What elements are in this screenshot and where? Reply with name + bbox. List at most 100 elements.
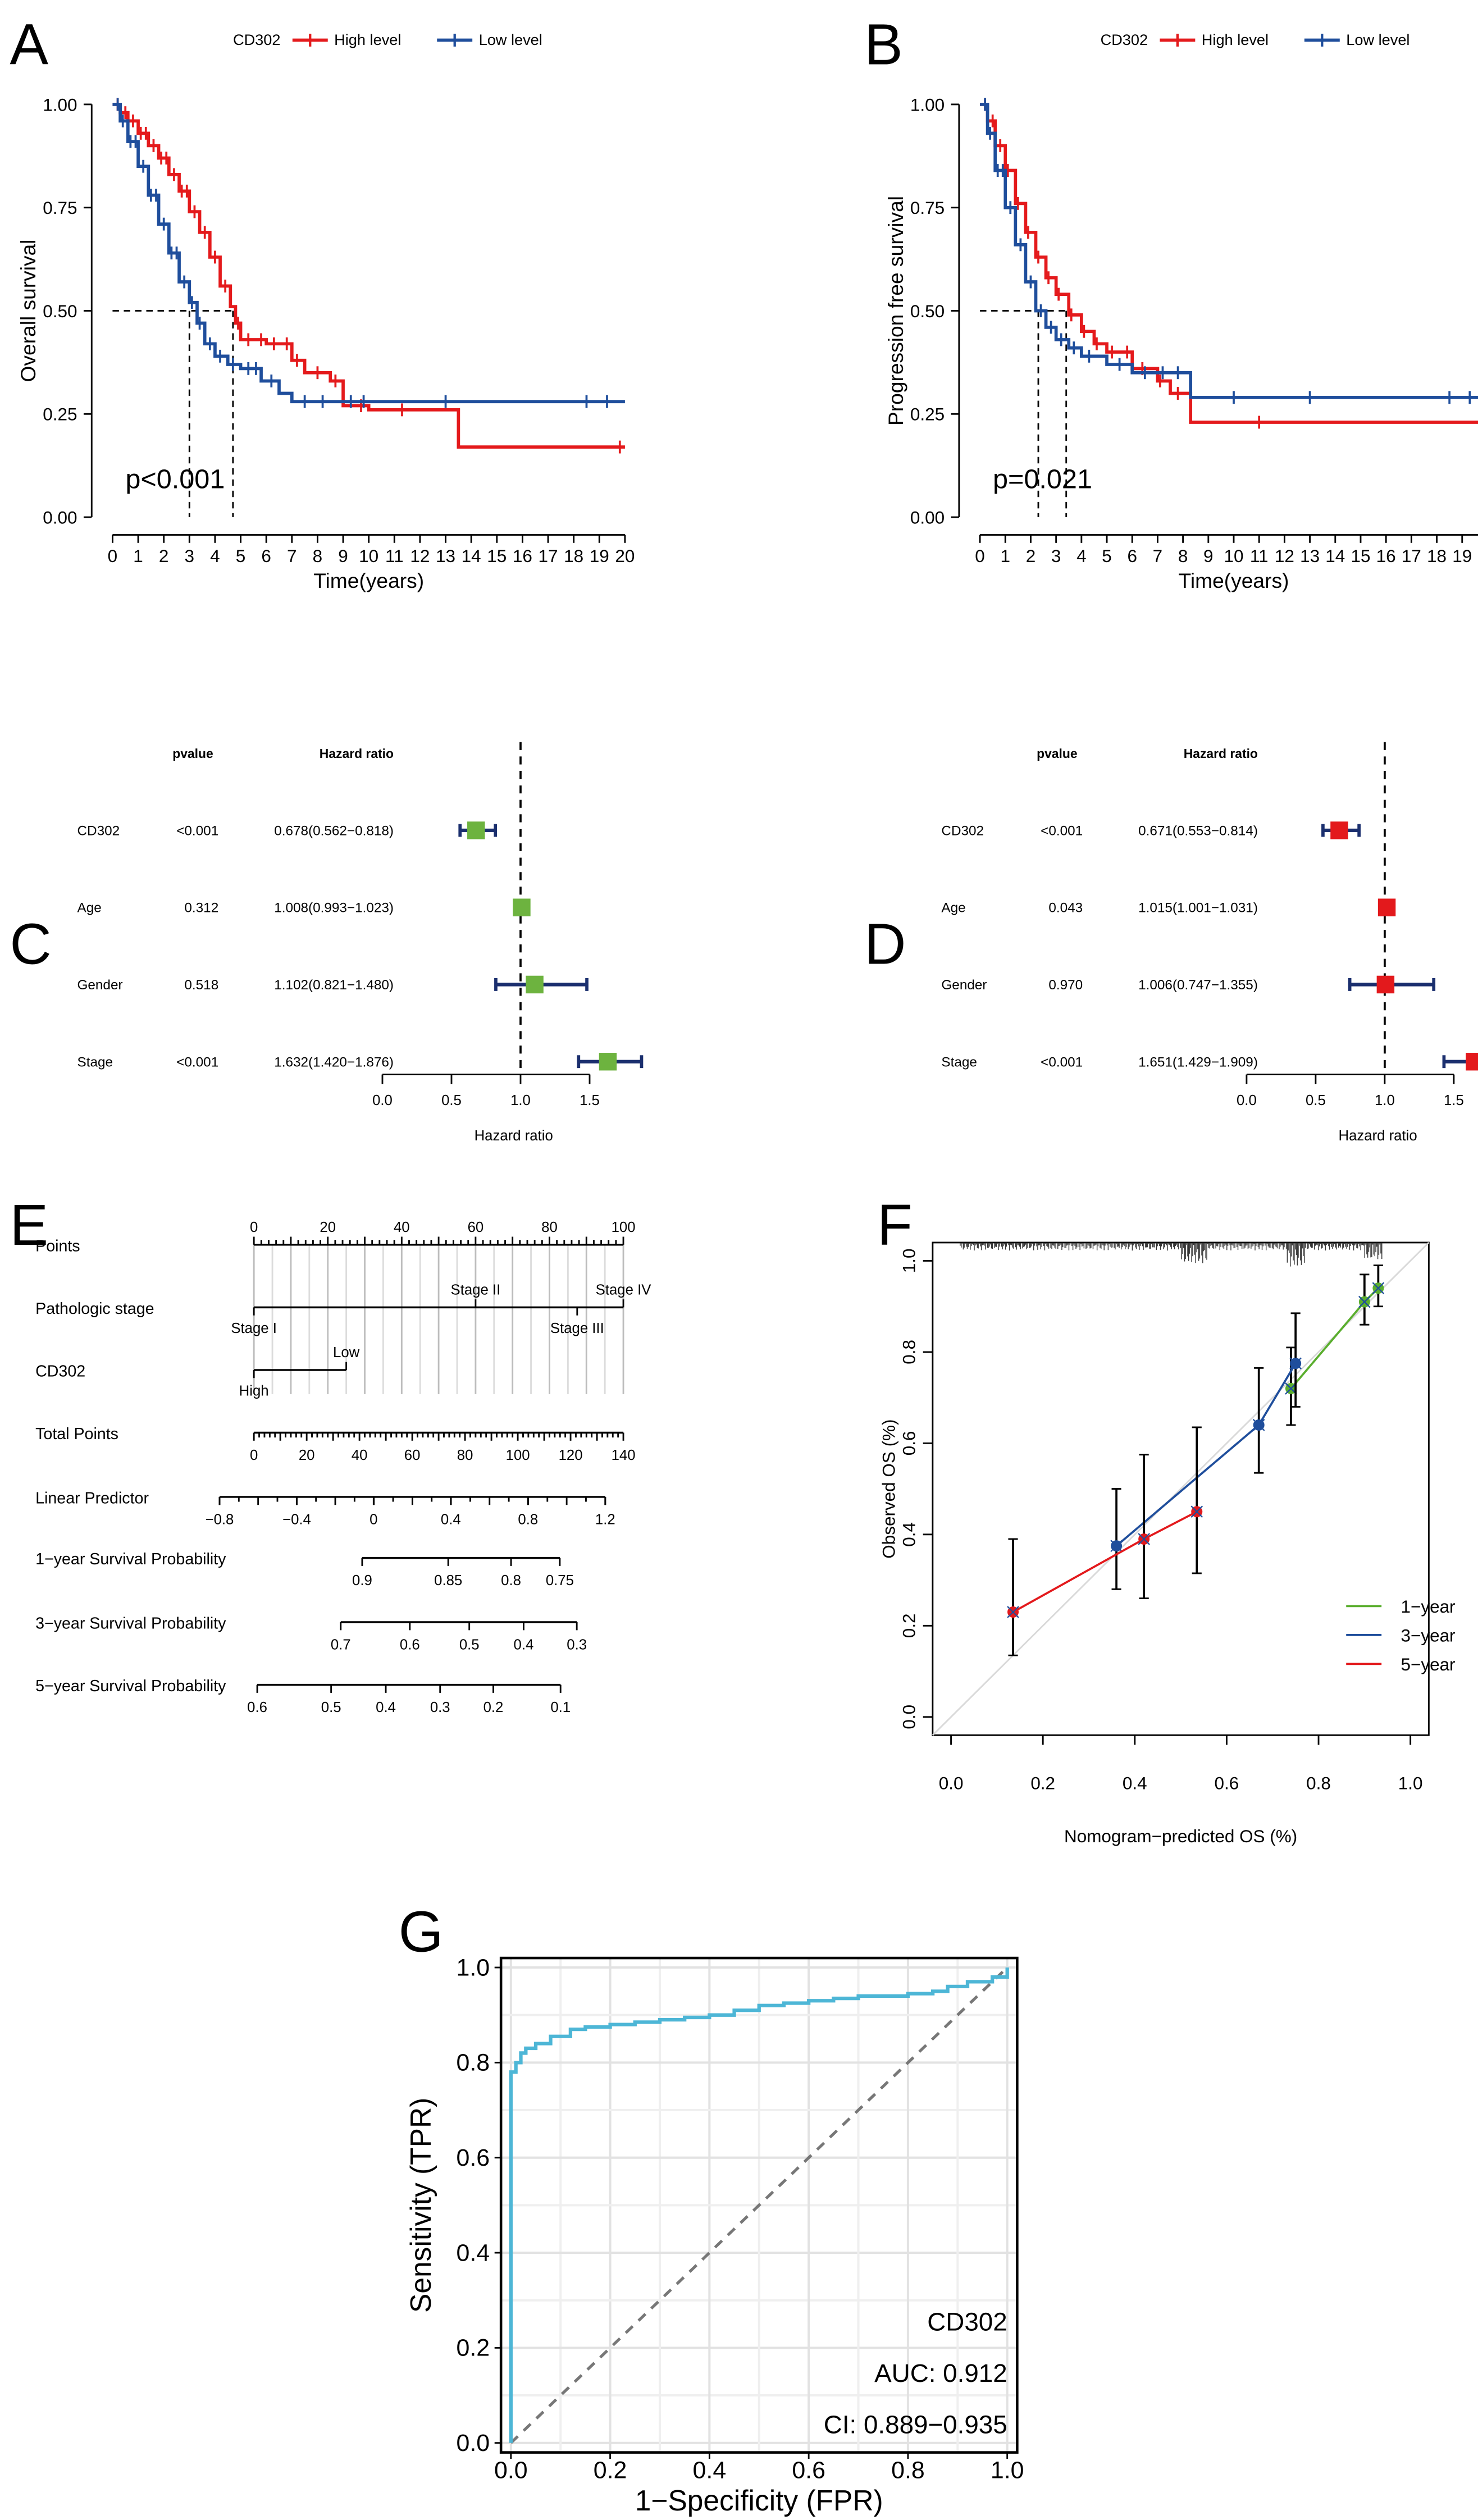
- x-tick-label: 20: [615, 546, 635, 566]
- forest-row: Gender 0.518 1.102(0.821−1.480): [77, 975, 589, 994]
- x-tick-label: 1.5: [1444, 1093, 1464, 1108]
- x-tick-label: 0.4: [693, 2457, 727, 2484]
- panel-label-C: C: [10, 911, 51, 976]
- x-tick-label: 10: [359, 546, 378, 566]
- tick-label: 0.8: [501, 1573, 521, 1588]
- roc-curve: [509, 1967, 1009, 2443]
- x-tick-label: 9: [338, 546, 348, 566]
- nomogram-row: Points 0 20 40 60 80 100: [35, 1220, 635, 1255]
- nomogram-row: Total Points 0 20 40 60 80 100 120 140: [35, 1425, 635, 1463]
- y-tick-label: 0.50: [910, 302, 945, 321]
- tick-label: 60: [468, 1220, 484, 1235]
- y-tick-label: 0.0: [899, 1705, 919, 1729]
- y-tick-label: 0.50: [43, 302, 77, 321]
- hazard-ratio-text: 1.015(1.001−1.031): [1138, 901, 1258, 916]
- legend-entry: 5−year: [1401, 1655, 1455, 1674]
- level-label: Stage I: [231, 1321, 277, 1336]
- x-tick-label: 14: [462, 546, 481, 566]
- calibration-line: [1012, 1510, 1198, 1613]
- y-tick-label: 0.75: [910, 198, 945, 218]
- km-plot-B: 0.000.250.500.751.000 1 2 3 4 5 6 7 8 9 10 11 12 13 14…: [884, 31, 1478, 592]
- km-curve-high: [980, 103, 1478, 424]
- hazard-ratio-text: 1.102(0.821−1.480): [274, 978, 394, 993]
- x-tick-label: 0.2: [594, 2457, 627, 2484]
- row-label: Total Points: [35, 1425, 118, 1443]
- x-axis-title: 1−Specificity (FPR): [635, 2484, 883, 2517]
- hazard-ratio-text: 0.678(0.562−0.818): [274, 823, 394, 838]
- y-tick-label: 0.4: [899, 1522, 919, 1547]
- km-curve-high: [112, 103, 625, 449]
- legend: CD302 High level Low level: [233, 31, 542, 48]
- point-cross: [1190, 1505, 1203, 1518]
- x-tick-label: 4: [210, 546, 220, 566]
- x-axis-title: Hazard ratio: [1339, 1128, 1417, 1144]
- x-tick-label: 7: [1153, 546, 1163, 566]
- nomogram-row: CD302 High Low: [35, 1345, 360, 1399]
- x-tick-label: 0.2: [1030, 1774, 1055, 1793]
- tick-label: 80: [541, 1220, 558, 1235]
- row-label: Pathologic stage: [35, 1300, 154, 1318]
- nomogram: Points 0 20 40 60 80 100 Pathologic stage Stage …: [35, 1220, 651, 1715]
- y-tick-label: 0.75: [43, 198, 77, 218]
- y-tick-label: 1.0: [456, 1954, 490, 1981]
- x-tick-label: 0.4: [1123, 1774, 1147, 1793]
- x-tick-label: 17: [539, 546, 558, 566]
- panel-letter: D: [864, 911, 906, 976]
- tick-label: 40: [352, 1448, 368, 1463]
- legend-title: CD302: [1101, 31, 1148, 48]
- row-label: 5−year Survival Probability: [35, 1677, 226, 1695]
- panel-letter: F: [877, 1193, 913, 1257]
- chance-diagonal: [510, 1966, 1009, 2444]
- panel-letter: C: [10, 911, 51, 976]
- y-tick-label: 0.00: [910, 508, 945, 527]
- hazard-ratio-box: [513, 898, 531, 916]
- pvalue: 0.970: [1048, 978, 1083, 993]
- tick-label: 20: [299, 1448, 315, 1463]
- variable-label: Stage: [941, 1054, 977, 1070]
- panel-label-D: D: [864, 911, 906, 976]
- tick-label: 0.6: [247, 1700, 267, 1715]
- legend-entry: High level: [334, 31, 401, 48]
- panel-label-G: G: [399, 1899, 444, 1964]
- forest-row: Gender 0.970 1.006(0.747−1.355): [941, 975, 1436, 994]
- x-tick-label: 17: [1402, 546, 1421, 566]
- plot-frame: [499, 1956, 1019, 2454]
- x-tick-label: 0.5: [441, 1093, 462, 1108]
- y-axis-title: Sensitivity (TPR): [404, 2098, 437, 2313]
- row-label: Linear Predictor: [35, 1489, 149, 1507]
- panel-label-A: A: [10, 12, 48, 76]
- legend-entry: High level: [1202, 31, 1269, 48]
- calibration-series: 1−year: [1285, 1264, 1456, 1617]
- variable-label: Age: [941, 901, 965, 916]
- tick-label: −0.4: [282, 1512, 311, 1528]
- x-axis-title: Nomogram−predicted OS (%): [1064, 1827, 1297, 1846]
- forest-row: Stage <0.001 1.632(1.420−1.876): [77, 1053, 644, 1071]
- tick-label: 0.4: [441, 1512, 461, 1528]
- row-label: 1−year Survival Probability: [35, 1550, 226, 1568]
- x-tick-label: 15: [1351, 546, 1370, 566]
- forest-plot-D: pvalue Hazard ratio CD302 <0.001 0.671(0.553…: [941, 742, 1478, 1144]
- x-tick-label: 0.5: [1306, 1093, 1326, 1108]
- x-tick-label: 5: [1102, 546, 1112, 566]
- tick-label: 0.5: [321, 1700, 341, 1715]
- calibration-plot: 0.0 0.0 0.2 0.2 0.4 0.4 0.6 0.6 0.8 0.8 1.0 1.0 Nomo…: [879, 1241, 1456, 1846]
- y-tick-label: 0.2: [899, 1613, 919, 1638]
- y-axis-title: Progression free survival: [884, 196, 907, 426]
- x-tick-label: 16: [513, 546, 532, 566]
- x-tick-label: 13: [1300, 546, 1320, 566]
- level-label: Stage II: [451, 1282, 501, 1298]
- panel-letter: E: [10, 1193, 48, 1257]
- pvalue: 0.312: [184, 901, 218, 916]
- y-tick-label: 0.8: [899, 1340, 919, 1364]
- tick-label: 1.2: [595, 1512, 615, 1528]
- tick-label: 0.6: [400, 1637, 420, 1653]
- x-axis-title: Time(years): [313, 569, 424, 592]
- variable-label: CD302: [941, 823, 984, 838]
- y-tick-label: 1.00: [910, 95, 945, 115]
- panel-label-E: E: [10, 1193, 48, 1257]
- x-tick-label: 0.6: [792, 2457, 825, 2484]
- x-tick-label: 0.8: [1306, 1774, 1331, 1793]
- point-cross: [1007, 1606, 1019, 1618]
- hazard-ratio-text: 0.671(0.553−0.814): [1138, 823, 1258, 838]
- x-tick-label: 0.0: [372, 1093, 393, 1108]
